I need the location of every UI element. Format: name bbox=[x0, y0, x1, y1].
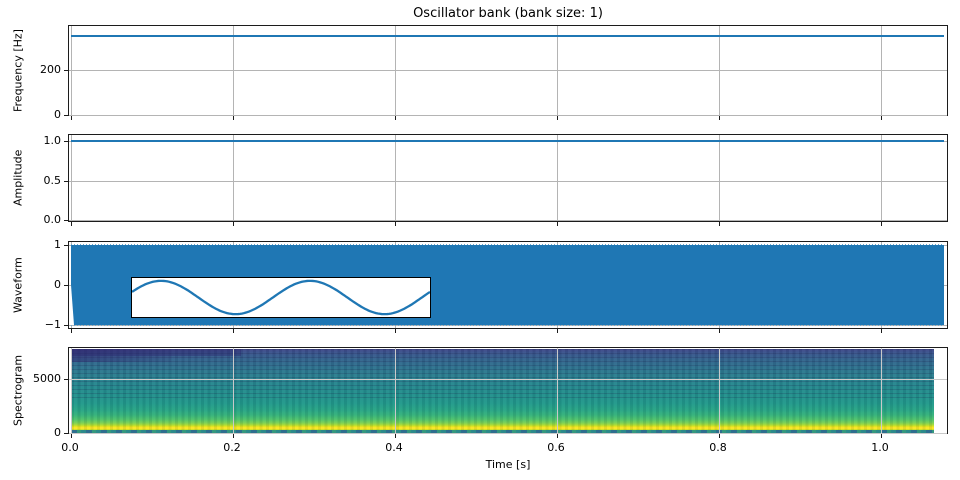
xtick-label: 0.6 bbox=[547, 441, 565, 454]
subplot-frequency: 200 0 bbox=[40, 25, 948, 121]
x-tick-mark bbox=[557, 434, 558, 438]
gridline-horizontal bbox=[69, 70, 947, 71]
amplitude-line bbox=[71, 140, 944, 142]
spectrogram-frame-columns bbox=[71, 349, 934, 433]
gridline-vertical bbox=[557, 348, 558, 433]
waveform-zoom-inset bbox=[131, 277, 431, 318]
x-tick-mark bbox=[881, 434, 882, 438]
gridline-vertical bbox=[719, 348, 720, 433]
gridline-vertical bbox=[395, 348, 396, 433]
x-tick-mark bbox=[719, 116, 720, 120]
x-tick-mark bbox=[395, 222, 396, 226]
y-tick-mark bbox=[64, 285, 68, 286]
ytick-label: 5000 bbox=[33, 372, 61, 385]
spectrogram-harmonic-stripes bbox=[71, 349, 934, 402]
x-tick-mark bbox=[71, 434, 72, 438]
ytick-label: 0 bbox=[54, 426, 61, 439]
waveform-onset-notch bbox=[71, 285, 74, 325]
y-tick-mark bbox=[64, 181, 68, 182]
ylabel-spectrogram: Spectrogram bbox=[11, 354, 25, 427]
gridline-vertical bbox=[233, 135, 234, 221]
subplot-spectrogram: 5000 0 bbox=[33, 347, 948, 439]
gridline-vertical bbox=[557, 135, 558, 221]
xtick-label: 0.8 bbox=[709, 441, 727, 454]
x-tick-mark bbox=[719, 222, 720, 226]
xtick-label: 0.2 bbox=[223, 441, 241, 454]
ylabel-waveform: Waveform bbox=[11, 257, 25, 313]
ytick-label: 200 bbox=[40, 63, 61, 76]
gridline-vertical bbox=[71, 348, 72, 433]
y-tick-mark bbox=[64, 141, 68, 142]
gridline-vertical bbox=[719, 135, 720, 221]
x-tick-mark bbox=[557, 222, 558, 226]
x-tick-mark bbox=[719, 434, 720, 438]
x-tick-mark bbox=[395, 434, 396, 438]
ylabel-frequency: Frequency [Hz] bbox=[11, 29, 25, 112]
x-tick-mark bbox=[557, 116, 558, 120]
y-tick-mark bbox=[64, 325, 68, 326]
spectrogram-dark-patch bbox=[71, 349, 171, 362]
ylabel-amplitude: Amplitude bbox=[11, 149, 25, 207]
x-axis-label: Time [s] bbox=[485, 458, 531, 471]
subplot-amplitude: 1.0 0.5 0.0 bbox=[44, 134, 948, 226]
gridline-vertical bbox=[395, 135, 396, 221]
x-tick-mark bbox=[233, 434, 234, 438]
gridline-horizontal bbox=[69, 379, 947, 380]
y-tick-mark bbox=[64, 115, 68, 116]
x-tick-mark bbox=[881, 222, 882, 226]
ytick-label: −1 bbox=[44, 318, 61, 331]
inset-sine-svg bbox=[132, 279, 430, 316]
ytick-label: 0.5 bbox=[43, 174, 62, 187]
xtick-label: 0.0 bbox=[61, 441, 79, 454]
inset-sine-wave bbox=[132, 279, 430, 316]
ytick-label: 1 bbox=[54, 238, 61, 251]
x-tick-mark bbox=[557, 329, 558, 333]
x-tick-mark bbox=[233, 116, 234, 120]
x-axis-tick-labels: 0.0 0.2 0.4 0.6 0.8 1.0 bbox=[61, 441, 948, 454]
figure-title: Oscillator bank (bank size: 1) bbox=[413, 6, 603, 21]
ytick-label: 0 bbox=[54, 278, 61, 291]
x-tick-mark bbox=[233, 222, 234, 226]
gridline-horizontal bbox=[69, 220, 947, 221]
spectrogram-colormap bbox=[71, 349, 934, 433]
x-tick-mark bbox=[71, 116, 72, 120]
gridline-vertical bbox=[881, 135, 882, 221]
ytick-label: 0 bbox=[54, 108, 61, 121]
spectrogram-bottom-row bbox=[71, 430, 934, 433]
gridline-vertical bbox=[881, 348, 882, 433]
x-tick-mark bbox=[395, 329, 396, 333]
gridline-horizontal bbox=[69, 181, 947, 182]
y-tick-mark bbox=[64, 220, 68, 221]
y-tick-mark bbox=[64, 70, 68, 71]
ytick-label: 0.0 bbox=[43, 213, 62, 226]
spectrogram-image bbox=[71, 349, 934, 433]
x-tick-mark bbox=[233, 329, 234, 333]
x-tick-mark bbox=[71, 222, 72, 226]
gridline-vertical bbox=[233, 348, 234, 433]
gridline-horizontal bbox=[69, 433, 947, 434]
x-tick-mark bbox=[395, 116, 396, 120]
subplot-waveform: 1 0 −1 bbox=[45, 239, 948, 333]
y-tick-mark bbox=[64, 433, 68, 434]
gridline-vertical bbox=[71, 135, 72, 221]
x-tick-mark bbox=[71, 329, 72, 333]
xtick-label: 1.0 bbox=[871, 441, 889, 454]
y-tick-mark bbox=[64, 245, 68, 246]
x-tick-mark bbox=[719, 329, 720, 333]
x-tick-mark bbox=[881, 116, 882, 120]
gridline-horizontal bbox=[69, 115, 947, 116]
xtick-label: 0.4 bbox=[385, 441, 403, 454]
frequency-line bbox=[71, 35, 944, 37]
y-tick-mark bbox=[64, 379, 68, 380]
x-tick-mark bbox=[881, 329, 882, 333]
spectrogram-dark-patch bbox=[71, 349, 241, 356]
ytick-label: 1.0 bbox=[43, 134, 62, 147]
